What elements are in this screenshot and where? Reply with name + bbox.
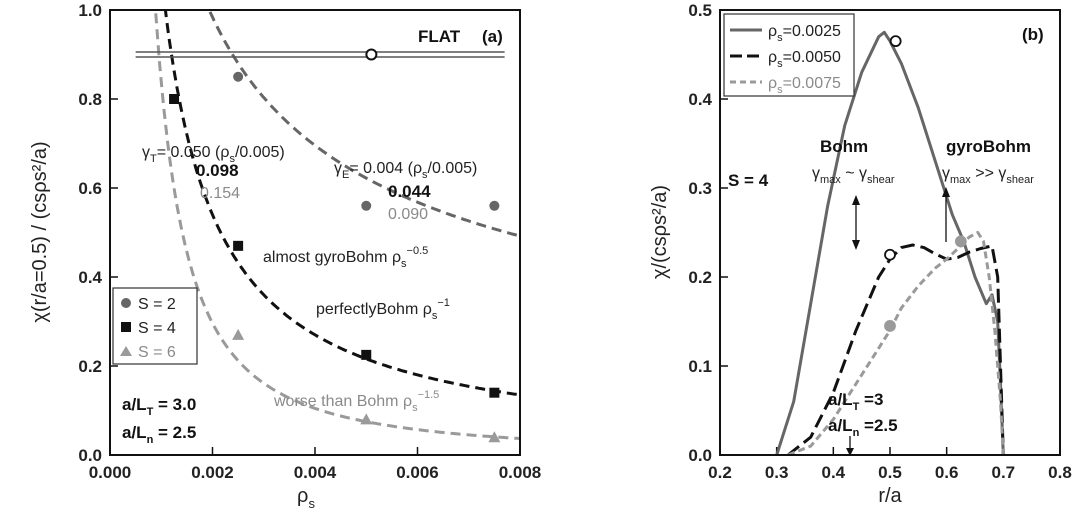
a-y-tick-label: 0.2 xyxy=(78,357,102,376)
point-s2 xyxy=(233,71,244,82)
bohm-gamma-relation: γmax ~ γshear xyxy=(812,165,895,186)
a-x-tick-label: 0.000 xyxy=(89,463,132,482)
a-x-tick-label: 0.006 xyxy=(396,463,439,482)
legend-s6-label: S = 6 xyxy=(138,344,176,361)
series-line-2 xyxy=(787,231,1005,455)
b-x-tick-label: 0.2 xyxy=(708,463,732,482)
b-bottom-arrow-head xyxy=(846,448,854,456)
panel-a-fit-curves xyxy=(154,10,520,440)
panel-a-xlabel: ρs xyxy=(297,485,315,511)
flat-label: FLAT xyxy=(418,27,461,46)
panel-b-ticks: 0.2 0.3 0.4 0.5 0.6 0.7 0.8 0.0 0.1 0.2 0.3 0.4 0.5 xyxy=(688,1,1071,482)
b-y-tick-label: 0.2 xyxy=(688,268,712,287)
b-a-LT-label: a/LT =3 xyxy=(828,390,883,413)
point-s6 xyxy=(360,413,373,425)
series-line-1 xyxy=(787,243,1005,455)
legend-s2-label: S = 2 xyxy=(138,296,176,313)
legend-s2-marker xyxy=(121,298,131,308)
b-x-tick-label: 0.5 xyxy=(878,463,902,482)
a-LT-label: a/LT = 3.0 xyxy=(122,395,196,418)
gamma-t-value-s6: 0.154 xyxy=(200,185,240,202)
a-y-tick-label: 1.0 xyxy=(78,1,102,20)
panel-a-ticks: 0.000 0.002 0.004 0.006 0.008 0.0 0.2 0.4 0.6 0.8… xyxy=(78,1,541,482)
a-x-tick-label: 0.008 xyxy=(499,463,542,482)
panel-b-frame xyxy=(719,9,1061,456)
point-s2 xyxy=(361,200,372,211)
gyrobohm-gamma-relation: γmax >> γshear xyxy=(942,165,1034,186)
curve-marker-2 xyxy=(884,320,896,332)
panel-b-markers xyxy=(884,35,967,332)
legend-s4-label: S = 4 xyxy=(138,320,176,337)
b-y-tick-label: 0.0 xyxy=(688,446,712,465)
panel-b-curves xyxy=(775,30,1005,455)
point-s6 xyxy=(488,431,501,443)
b-x-tick-label: 0.6 xyxy=(935,463,959,482)
flat-marker xyxy=(365,48,378,61)
fit-curve-2 xyxy=(154,10,520,440)
panel-a-label: (a) xyxy=(482,27,503,46)
panel-a-frame xyxy=(109,9,521,456)
legend-rho-0050-label: ρs=0.0050 xyxy=(768,49,841,70)
bohm-arrow-head-down xyxy=(852,240,860,250)
panel-a: 0.000 0.002 0.004 0.006 0.008 0.0 0.2 0.4 0.6 0.8… xyxy=(29,1,541,511)
panel-b-s-label: S = 4 xyxy=(728,171,769,190)
curve-marker-0 xyxy=(889,35,902,48)
gyrobohm-label: gyroBohm xyxy=(946,137,1031,156)
gamma-e-value-s4: 0.044 xyxy=(388,182,431,201)
b-x-tick-label: 0.7 xyxy=(992,463,1016,482)
fit-worse-than-bohm-label: worse than Bohm ρs−1.5 xyxy=(273,389,439,414)
b-x-tick-label: 0.4 xyxy=(822,463,846,482)
a-y-tick-label: 0.0 xyxy=(78,446,102,465)
panel-a-ylabel: χ(r/a=0.5) / (csρs²/a) xyxy=(29,141,51,322)
a-x-tick-label: 0.004 xyxy=(294,463,337,482)
panel-b-xlabel: r/a xyxy=(878,485,902,507)
bohm-label: Bohm xyxy=(820,137,868,156)
legend-rho-0075-label: ρs=0.0075 xyxy=(768,75,841,96)
point-s4 xyxy=(489,387,500,398)
panel-b-label: (b) xyxy=(1022,25,1044,44)
panel-b: 0.2 0.3 0.4 0.5 0.6 0.7 0.80.00.10.20.30.40.5 … xyxy=(649,1,1072,507)
a-Ln-label: a/Ln = 2.5 xyxy=(122,423,196,446)
point-s4 xyxy=(233,240,244,251)
a-y-tick-label: 0.4 xyxy=(78,268,102,287)
point-s6 xyxy=(232,328,245,340)
b-y-tick-label: 0.1 xyxy=(688,357,712,376)
fit-perfectly-bohm-label: perfectlyBohm ρs−1 xyxy=(316,297,450,322)
fit-curve-0 xyxy=(207,10,520,238)
a-y-tick-label: 0.8 xyxy=(78,90,102,109)
b-a-Ln-label: a/Ln =2.5 xyxy=(828,416,898,439)
a-x-tick-label: 0.002 xyxy=(191,463,234,482)
b-x-tick-label: 0.8 xyxy=(1048,463,1072,482)
a-y-tick-label: 0.6 xyxy=(78,179,102,198)
fit-curve-1 xyxy=(163,10,520,397)
point-s4 xyxy=(169,94,180,104)
fit-almost-gyrobohm-label: almost gyroBohm ρs−0.5 xyxy=(263,245,428,270)
gamma-e-annotation: γE= 0.004 (ρs/0.005) xyxy=(334,160,477,181)
bohm-arrow-head-up xyxy=(852,195,860,205)
panel-a-legend: S = 2 S = 4 S = 6 xyxy=(112,287,198,365)
panel-b-legend: ρs=0.0025 ρs=0.0050 ρs=0.0075 xyxy=(723,13,855,97)
panel-a-points xyxy=(169,71,501,443)
b-x-tick-label: 0.3 xyxy=(765,463,789,482)
legend-s6-marker xyxy=(120,346,132,356)
gyrobohm-arrow-head xyxy=(942,187,950,197)
legend-rho-0025-label: ρs=0.0025 xyxy=(768,23,841,44)
gamma-t-annotation: γT= 0.050 (ρs/0.005) xyxy=(142,144,285,165)
b-y-tick-label: 0.3 xyxy=(688,179,712,198)
curve-marker-1 xyxy=(884,248,896,261)
curve-marker-3 xyxy=(954,235,967,248)
gamma-e-value-s6: 0.090 xyxy=(388,206,428,223)
panel-b-ylabel: χ/(csρs²/a) xyxy=(649,185,671,279)
gamma-t-value-s4: 0.098 xyxy=(196,161,239,180)
legend-s4-marker xyxy=(121,322,131,332)
b-y-tick-label: 0.5 xyxy=(688,1,712,20)
b-y-tick-label: 0.4 xyxy=(688,90,712,109)
point-s2 xyxy=(489,200,500,211)
point-s4 xyxy=(361,349,372,360)
